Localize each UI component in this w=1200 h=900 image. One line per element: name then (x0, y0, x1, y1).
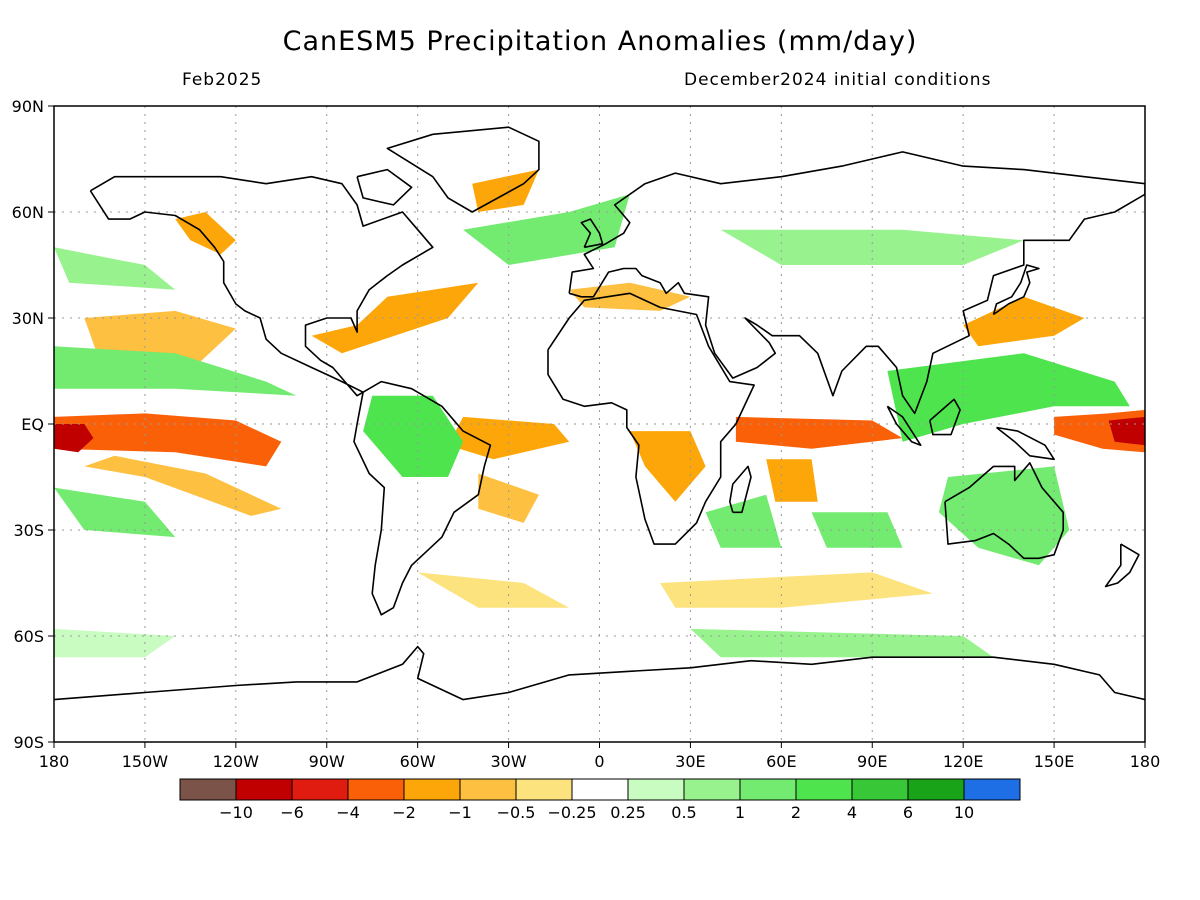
anomaly-gulf-dry (311, 282, 479, 354)
lon-label: 0 (594, 752, 604, 771)
colorbar-label: 6 (903, 803, 913, 822)
colorbar-swatch (235, 778, 293, 801)
lon-label: 120E (943, 752, 984, 771)
lat-label: EQ (21, 415, 44, 434)
colorbar-swatch (963, 778, 1021, 801)
anomaly-amazon-wet (363, 395, 464, 477)
coastline-south-america (353, 380, 492, 616)
coastline-baffin (356, 168, 413, 206)
anomaly-indian-ocean-dry (735, 416, 903, 449)
coastline-borneo (929, 398, 961, 436)
coastline-africa (547, 292, 755, 545)
colorbar-swatch (347, 778, 405, 801)
colorbar-label: −0.25 (547, 803, 596, 822)
anomaly-greenland-dry (472, 169, 539, 212)
anomaly-spcz-dry-band (84, 455, 282, 516)
coastline-greenland (386, 126, 540, 213)
colorbar-label: −1 (448, 803, 472, 822)
anomaly-pacific-itcz-wet (54, 346, 297, 396)
colorbar-label: −6 (280, 803, 304, 822)
anomaly-north-pacific-wet (54, 247, 176, 290)
anomaly-mediterranean-dry (569, 282, 691, 311)
lon-label: 90E (857, 752, 887, 771)
anomaly-southern-ocean-wet (54, 628, 176, 658)
coastline-australia (944, 462, 1064, 560)
colorbar-swatch (515, 778, 573, 801)
coastline-new-guinea (996, 426, 1055, 461)
colorbar-label: 0.25 (610, 803, 646, 822)
coastline-layer (54, 126, 1145, 701)
initial-conditions: December2024 initial conditions (684, 70, 992, 90)
colorbar-label: 0.5 (671, 803, 696, 822)
colorbar: −10 −6 −4 −2 −1 −0.5 −0.25 0.25 0.5 1 2 4 6 10 (179, 778, 1021, 822)
lon-label: 60E (766, 752, 796, 771)
colorbar-swatch (851, 778, 909, 801)
lat-label: 30N (12, 309, 44, 328)
lat-label: 90N (12, 97, 44, 116)
lon-label: 90W (309, 752, 345, 771)
colorbar-swatch (795, 778, 853, 801)
anomaly-south-indian-dry (766, 459, 818, 502)
colorbar-label: 4 (847, 803, 857, 822)
lon-label: 150E (1034, 752, 1075, 771)
lon-label: 180 (1130, 752, 1161, 771)
colorbar-swatch (739, 778, 797, 801)
gridlines (54, 106, 1145, 742)
colorbar-swatch (403, 778, 461, 801)
lon-label: 30E (675, 752, 705, 771)
colorbar-label: −10 (219, 803, 253, 822)
anomaly-australia-wet (938, 466, 1070, 566)
anomaly-south-indian-band-dry (660, 572, 933, 608)
forecast-month: Feb2025 (182, 70, 263, 90)
anomaly-dateline-dry-core (54, 424, 94, 453)
lon-label: 180 (39, 752, 70, 771)
lon-label: 150W (122, 752, 169, 771)
lon-label: 120W (213, 752, 260, 771)
colorbar-swatch (683, 778, 741, 801)
anomaly-south-pacific-wet (54, 487, 176, 538)
colorbar-swatch (459, 778, 517, 801)
lat-label: 30S (13, 521, 44, 540)
anomaly-maritime-continent-wet (887, 353, 1130, 442)
coastline-sumatra (886, 405, 922, 447)
colorbar-swatch (627, 778, 685, 801)
colorbar-label: 2 (791, 803, 801, 822)
anomaly-eurasia-wet (720, 229, 1024, 265)
colorbar-swatch (179, 778, 237, 801)
colorbar-label: −2 (392, 803, 416, 822)
coastline-madagascar (728, 465, 752, 514)
anomaly-africa-dry (629, 431, 706, 502)
lon-label: 60W (400, 752, 436, 771)
lon-label: 30W (490, 752, 526, 771)
anomaly-atlantic-dry (448, 416, 570, 460)
colorbar-swatch (571, 778, 629, 801)
coastline-new-zealand (1104, 543, 1140, 588)
anomaly-southern-ocean-dry (417, 572, 570, 608)
colorbar-swatch (291, 778, 349, 801)
coastline-japan (992, 264, 1040, 316)
anomaly-antarctic-coast-wet (690, 628, 994, 658)
anomaly-alaska-coast-dry (175, 212, 236, 255)
anomaly-central-pacific-dry (54, 413, 282, 467)
coastline-antarctica (54, 645, 1145, 701)
chart-title: CanESM5 Precipitation Anomalies (mm/day) (282, 26, 918, 57)
lat-label: 60S (13, 627, 44, 646)
anomaly-japan-dry (963, 296, 1085, 347)
anomaly-indian-sw-wet (811, 512, 903, 548)
colorbar-swatch (907, 778, 965, 801)
colorbar-label: −0.5 (497, 803, 536, 822)
anomaly-africa-east-wet (705, 494, 782, 548)
colorbar-label: −4 (336, 803, 360, 822)
colorbar-label: 10 (954, 803, 974, 822)
coastline-north-america (89, 175, 434, 397)
lat-label: 90S (13, 733, 44, 752)
coastline-eurasia (568, 151, 1145, 415)
colorbar-label: 1 (735, 803, 745, 822)
lat-label: 60N (12, 203, 44, 222)
coastline-uk (580, 218, 604, 249)
